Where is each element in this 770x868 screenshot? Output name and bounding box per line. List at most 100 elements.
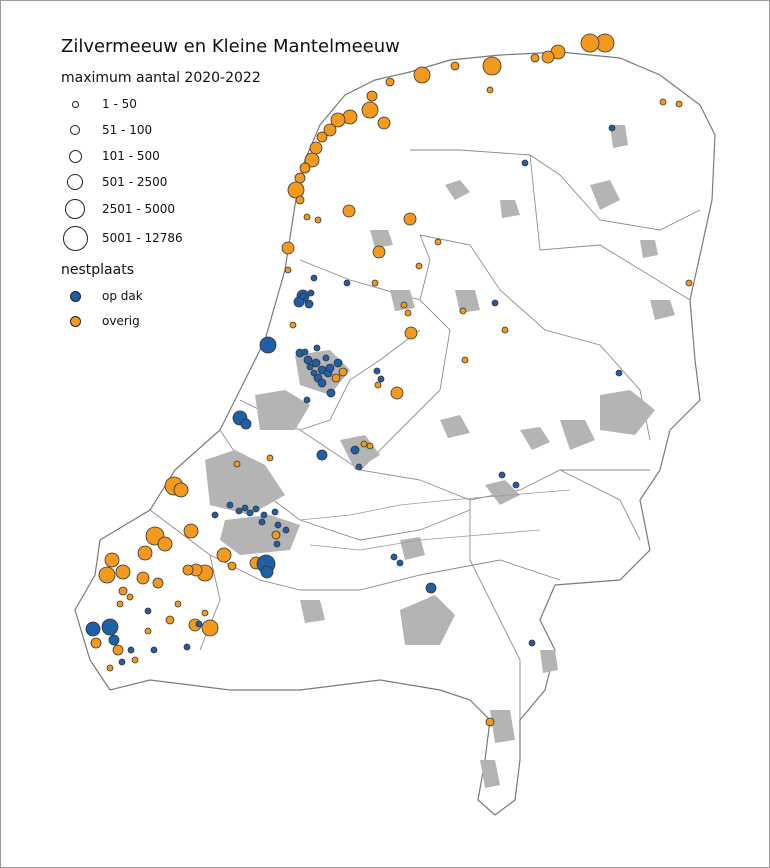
province-borders [149,149,701,720]
nest-legend-title: nestplaats [61,262,134,278]
roof-colony-marker [311,358,321,368]
other-colony-marker [281,241,295,255]
other-colony-marker [372,245,386,259]
other-colony-marker [118,586,128,596]
roof-colony-marker [615,369,623,377]
size-legend-item: 5001 - 12786 [60,225,183,251]
other-colony-marker [112,644,124,656]
other-colony-marker [216,547,232,563]
roof-colony-marker [282,526,290,534]
other-colony-marker [227,561,237,571]
other-colony-marker [144,627,152,635]
other-colony-marker [173,482,189,498]
other-colony-marker [115,564,131,580]
roof-colony-marker [306,363,314,371]
other-colony-marker [183,523,199,539]
other-colony-marker [459,307,467,315]
other-colony-marker [366,90,378,102]
other-colony-marker [284,266,292,274]
size-legend-title: maximum aantal 2020-2022 [61,70,261,86]
roof-colony-marker [127,646,135,654]
size-symbol-4 [67,174,83,190]
other-colony-marker [541,50,555,64]
roof-colony-marker [301,348,309,356]
roof-colony-marker [258,518,266,526]
roof-colony-marker [355,463,363,471]
roof-colony-marker [373,367,381,375]
other-colony-marker [360,440,368,448]
roof-colony-marker [608,124,616,132]
size-symbol-2 [70,125,80,135]
roof-colony-marker [491,299,499,307]
other-colony-marker [404,309,412,317]
roof-colony-marker [118,658,126,666]
other-colony-marker [482,56,502,76]
other-colony-marker [314,216,322,224]
size-legend-item: 501 - 2500 [60,172,167,192]
other-colony-marker [461,356,469,364]
roof-colony-marker [304,299,314,309]
roof-colony-marker [241,504,249,512]
size-legend-label: 101 - 500 [102,149,160,163]
roof-colony-marker [271,508,279,516]
other-colony-marker [361,101,379,119]
roof-colony-marker [259,336,277,354]
roof-colony-marker [240,418,252,430]
roof-colony-marker [260,565,274,579]
other-colony-marker [104,552,120,568]
size-legend-item: 1 - 50 [60,94,137,114]
roof-colony-marker [183,643,191,651]
roof-colony-marker [108,634,120,646]
other-colony-marker [304,152,320,168]
roof-colony-marker [425,582,437,594]
other-colony-marker [403,212,417,226]
other-colony-marker [371,279,379,287]
roof-colony-marker [144,607,152,615]
roof-colony-marker [293,296,305,308]
size-legend-label: 2501 - 5000 [102,202,176,216]
other-colony-marker [157,536,173,552]
size-legend-label: 501 - 2500 [102,175,168,189]
roof-colony-marker [310,369,318,377]
size-legend-item: 2501 - 5000 [60,199,175,219]
other-colony-marker [450,61,460,71]
other-colony-marker [685,279,693,287]
other-colony-marker [377,116,391,130]
roof-colony-marker [350,445,360,455]
other-colony-marker [299,162,311,174]
other-colony-marker [501,326,509,334]
roof-colony-marker [274,521,282,529]
roof-colony-marker [303,396,311,404]
other-colony-marker [303,213,311,221]
other-colony-marker [374,381,382,389]
size-legend-label: 1 - 50 [102,97,137,111]
size-legend-item: 51 - 100 [60,120,152,140]
country-outline [74,51,716,816]
roof-colony-marker [322,354,330,362]
roof-colony-marker [150,646,158,654]
other-colony-marker [201,619,219,637]
roof-colony-marker [307,289,315,297]
other-colony-marker [131,656,139,664]
nest-legend-item: overig [60,311,140,331]
nest-legend-label: overig [102,314,140,328]
other-colony-marker [316,131,328,143]
other-colony-marker [400,301,408,309]
other-colony-marker [152,577,164,589]
other-colony-marker [106,664,114,672]
roof-colony-marker [377,375,385,383]
other-colony-marker [233,460,241,468]
roof-colony-marker [260,511,268,519]
roof-colony-marker [85,621,101,637]
roof-colony-marker [246,509,254,517]
roof-colony-marker [303,355,313,365]
roof-colony-marker [235,507,243,515]
other-colony-marker [659,98,667,106]
other-colony-marker [90,637,102,649]
other-colony-marker [98,566,116,584]
other-colony-marker [530,53,540,63]
roof-colony-marker [313,344,321,352]
roof-colony-marker [326,388,336,398]
other-colony-marker [266,454,274,462]
